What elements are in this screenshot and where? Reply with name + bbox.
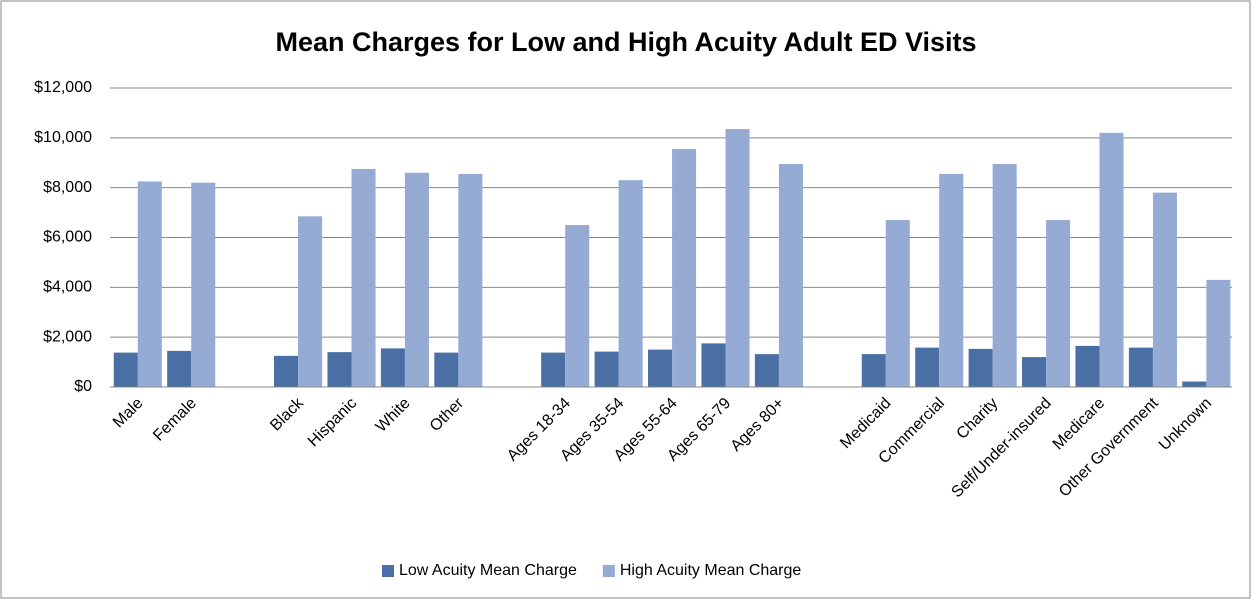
bar (618, 180, 643, 387)
bar (915, 347, 940, 387)
bar (701, 343, 726, 387)
bar (298, 216, 323, 387)
bar (137, 181, 162, 387)
bar (968, 348, 993, 387)
bar (594, 351, 619, 387)
y-tick-label: $6,000 (43, 229, 92, 246)
bar (380, 348, 405, 387)
y-tick-label: $10,000 (34, 129, 92, 146)
bar (434, 352, 459, 387)
chart-title: Mean Charges for Low and High Acuity Adu… (275, 27, 976, 57)
y-tick-label: $12,000 (34, 79, 92, 96)
bar (1075, 345, 1100, 387)
bar (327, 352, 352, 387)
y-tick-label: $0 (74, 378, 92, 395)
bar (1046, 220, 1071, 387)
y-tick-label: $4,000 (43, 279, 92, 296)
bar (541, 352, 566, 387)
bar (191, 182, 216, 387)
y-tick-label: $2,000 (43, 328, 92, 345)
bar (754, 354, 779, 387)
bar (167, 350, 192, 387)
legend-swatch (602, 565, 615, 577)
bar (404, 172, 429, 387)
bar (1182, 381, 1207, 387)
bar (1206, 279, 1231, 387)
legend-label: High Acuity Mean Charge (620, 562, 802, 579)
bar (458, 173, 483, 387)
bar (1099, 132, 1124, 387)
bar (1152, 192, 1177, 387)
bar (778, 163, 803, 387)
bar (565, 225, 590, 387)
y-tick-label: $8,000 (43, 179, 92, 196)
bar (113, 352, 138, 387)
bar (648, 349, 673, 387)
bar (1128, 347, 1153, 387)
bar (725, 129, 750, 388)
legend-label: Low Acuity Mean Charge (399, 562, 577, 579)
bar (672, 149, 697, 387)
bar (939, 173, 964, 387)
legend-swatch (382, 565, 394, 577)
bar (861, 354, 886, 387)
bar (885, 220, 910, 387)
bar (1022, 357, 1047, 387)
bar (992, 163, 1017, 387)
bar (351, 168, 376, 387)
bar (274, 355, 299, 387)
